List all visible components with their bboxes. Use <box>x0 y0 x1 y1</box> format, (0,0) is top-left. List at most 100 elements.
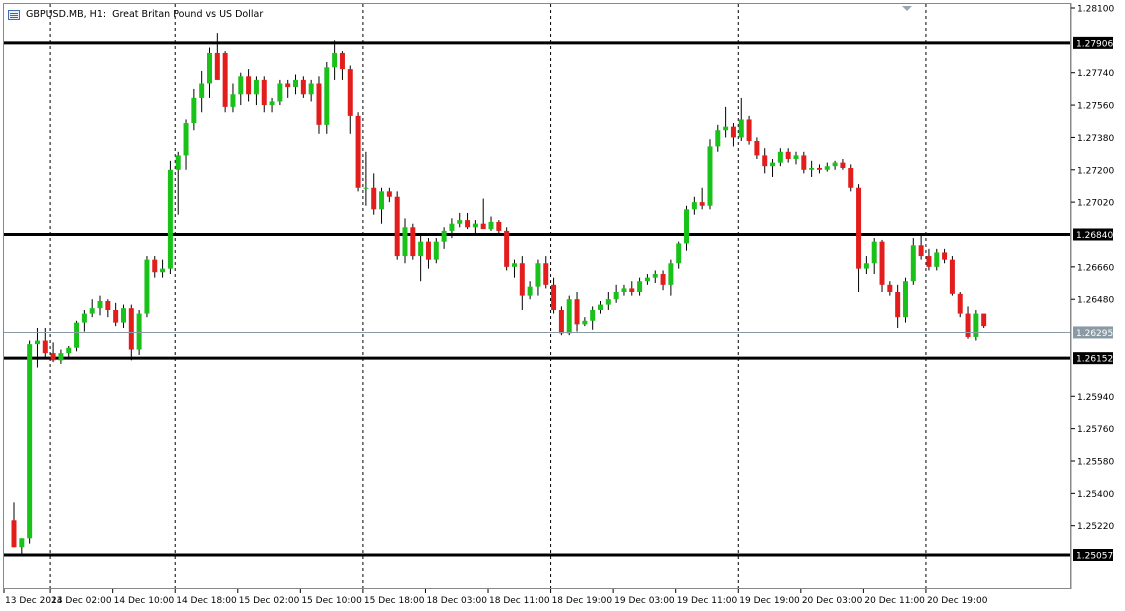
candle-body <box>457 220 463 224</box>
candle-body <box>770 162 776 167</box>
candle-body <box>707 146 713 206</box>
candle-body <box>11 520 17 548</box>
candle <box>730 123 736 147</box>
candle-body <box>136 313 142 350</box>
candle-body <box>496 221 502 231</box>
candle <box>910 238 916 285</box>
candle-body <box>97 301 103 309</box>
candle-body <box>199 83 205 98</box>
candle-body <box>449 223 455 231</box>
candle-body <box>394 196 400 257</box>
candle <box>316 76 322 134</box>
candle <box>848 164 854 192</box>
candle <box>332 40 338 80</box>
time-label: 18 Dec 11:00 <box>489 596 550 606</box>
candle-body <box>660 274 666 285</box>
candle <box>480 198 486 230</box>
candle <box>394 191 400 260</box>
candle <box>363 151 369 206</box>
candle-body <box>863 263 869 269</box>
candle <box>253 76 259 106</box>
candle <box>558 306 564 336</box>
candle-body <box>558 309 564 334</box>
candle <box>535 259 541 296</box>
candle-body <box>504 230 510 267</box>
candle-body <box>308 83 314 95</box>
time-label: 15 Dec 02:00 <box>239 596 300 606</box>
candle <box>660 270 666 291</box>
candle-body <box>926 256 932 267</box>
candle <box>934 248 940 271</box>
time-label: 14 Dec 18:00 <box>176 596 237 606</box>
candle-body <box>300 79 306 95</box>
level-price-label: 1.27906 <box>1076 39 1113 49</box>
candle-body <box>637 281 643 293</box>
candle <box>809 160 815 177</box>
candle <box>152 256 158 278</box>
candle <box>441 227 447 249</box>
candle <box>449 218 455 239</box>
candle-body <box>386 191 392 197</box>
candle <box>199 70 205 113</box>
horizontal-levels[interactable]: 1.27906 1.26840 1.26152 1.25057 <box>4 36 1113 562</box>
candle-body <box>81 313 87 323</box>
candle-body <box>269 101 275 106</box>
candle <box>19 538 25 555</box>
bid-price-label: 1.26295 <box>1076 329 1113 339</box>
candle <box>74 320 80 352</box>
candle <box>824 162 830 172</box>
candle <box>191 88 197 131</box>
candle <box>386 187 392 203</box>
candle <box>949 256 955 296</box>
candle-body <box>879 241 885 285</box>
candle <box>144 256 150 318</box>
candle-body <box>895 292 901 318</box>
candle-body <box>785 151 791 159</box>
candle <box>222 51 228 113</box>
candle <box>105 299 111 318</box>
candle-body <box>379 191 385 210</box>
candle <box>793 151 799 165</box>
candle <box>754 137 760 159</box>
candle-body <box>856 187 862 269</box>
scroll-marker-icon[interactable] <box>902 6 912 11</box>
candle <box>777 148 783 167</box>
candle <box>566 295 572 336</box>
candle-body <box>746 119 752 142</box>
candle-body <box>590 309 596 321</box>
candle <box>214 33 220 80</box>
candle-body <box>167 169 173 269</box>
candle <box>981 313 987 328</box>
candle-body <box>50 353 56 361</box>
candle-body <box>441 230 447 242</box>
candle-body <box>762 155 768 167</box>
candle-body <box>246 76 252 95</box>
candle <box>832 160 838 170</box>
candle-body <box>113 309 119 323</box>
candle <box>89 299 95 318</box>
candle <box>816 164 822 174</box>
candle-body <box>222 52 228 107</box>
candle-body <box>598 304 603 310</box>
candle <box>58 349 64 364</box>
candle <box>926 248 932 271</box>
candle <box>598 301 603 314</box>
price-tick-label: 1.25400 <box>1077 490 1114 500</box>
level-price-tag <box>1073 352 1113 365</box>
candle-body <box>668 263 674 285</box>
candle-body <box>629 288 635 293</box>
candle <box>879 239 885 293</box>
candle-body <box>418 241 424 257</box>
candle <box>668 259 674 296</box>
candle-body <box>715 130 721 147</box>
candle <box>496 220 502 235</box>
price-tick-label: 1.26480 <box>1077 296 1114 306</box>
level-price-tag <box>1073 36 1113 49</box>
candle-body <box>402 227 408 257</box>
candle-body <box>488 221 494 230</box>
candle-body <box>19 538 25 548</box>
price-tick-label: 1.25220 <box>1077 522 1114 532</box>
time-label: 15 Dec 10:00 <box>301 596 362 606</box>
